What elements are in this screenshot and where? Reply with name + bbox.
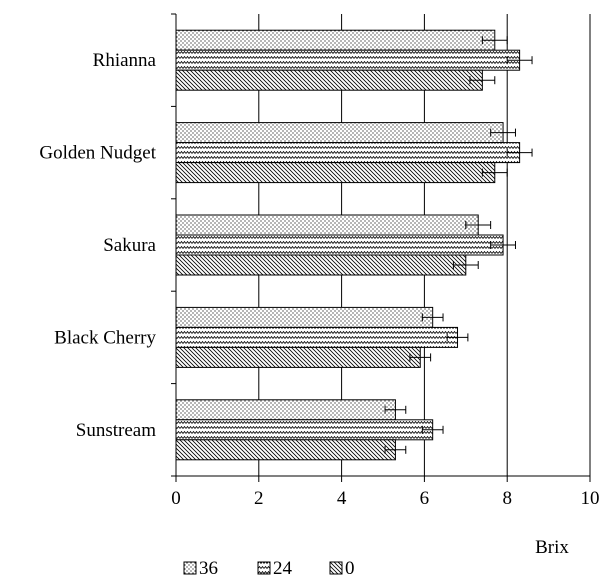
error-bars: [384, 36, 533, 454]
x-tick-label: 8: [502, 488, 512, 509]
bar-0-black-cherry: [175, 346, 421, 368]
category-label: Sakura: [103, 235, 156, 256]
x-tick-label: 0: [171, 488, 181, 509]
legend-label-24: 24: [273, 558, 293, 579]
bars: [175, 29, 521, 461]
bar-24-rhianna: [175, 49, 521, 71]
bar-36-sunstream: [175, 399, 396, 421]
legend-swatch-0: [329, 561, 343, 575]
bar-24-sunstream: [175, 419, 434, 441]
bar-24-black-cherry: [175, 326, 459, 348]
bar-24-sakura: [175, 234, 504, 256]
bar-36-sakura: [175, 214, 479, 236]
legend-label-36: 36: [199, 558, 218, 579]
category-label: Golden Nudget: [39, 143, 156, 164]
bar-24-golden-nudget: [175, 142, 521, 164]
legend: 36 24 0: [183, 558, 355, 579]
x-axis-title: Brix: [535, 537, 569, 558]
bar-0-sunstream: [175, 439, 396, 461]
legend-swatch-24: [257, 561, 271, 575]
bar-0-rhianna: [175, 69, 483, 91]
bar-36-golden-nudget: [175, 122, 504, 144]
x-tick-labels: 0 2 4 6 8 10: [171, 488, 599, 509]
x-tick-label: 2: [254, 488, 264, 509]
x-tick-label: 4: [337, 488, 347, 509]
bar-0-sakura: [175, 254, 467, 276]
x-tick-label: 10: [581, 488, 600, 509]
bar-36-rhianna: [175, 29, 496, 51]
bar-0-golden-nudget: [175, 162, 496, 184]
category-labels: Rhianna Golden Nudget Sakura Black Cherry Su…: [39, 50, 156, 441]
category-label: Rhianna: [93, 50, 157, 71]
category-label: Sunstream: [76, 420, 156, 441]
axes: [171, 13, 590, 477]
bar-36-black-cherry: [175, 306, 434, 328]
x-tick-label: 6: [420, 488, 430, 509]
legend-label-0: 0: [345, 558, 355, 579]
legend-swatch-36: [183, 561, 197, 575]
category-label: Black Cherry: [54, 327, 156, 348]
